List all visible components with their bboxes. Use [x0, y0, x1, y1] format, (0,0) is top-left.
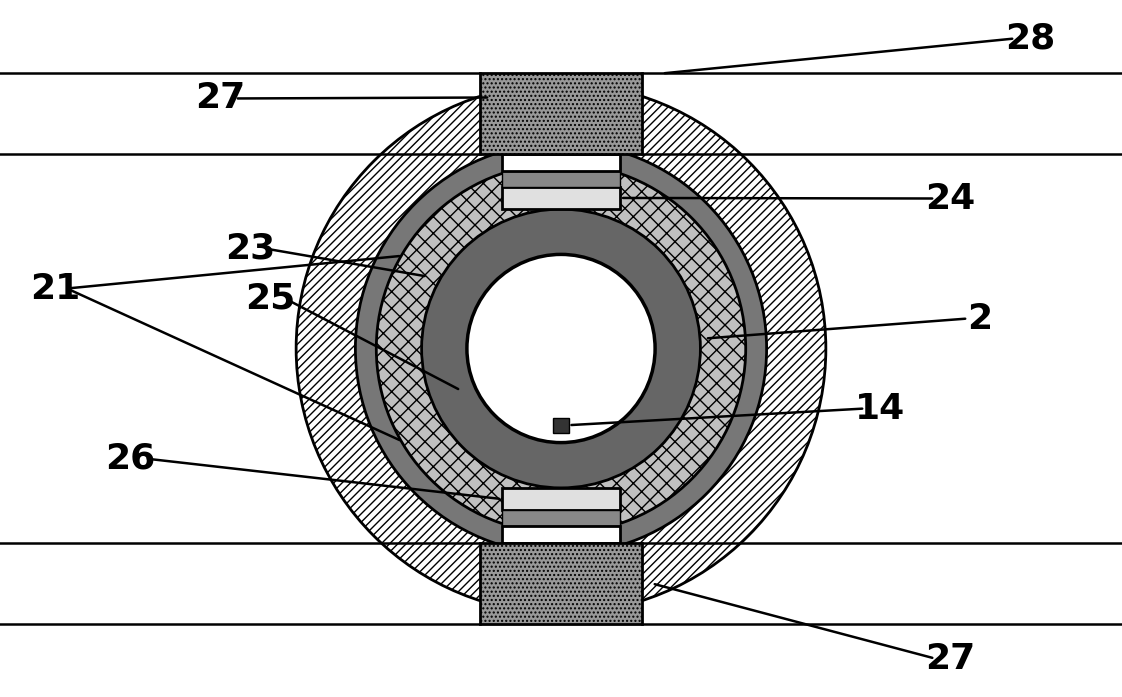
Bar [553, 418, 569, 433]
Circle shape [356, 143, 766, 554]
Bar [502, 187, 620, 209]
Text: 21: 21 [30, 272, 80, 305]
Text: 24: 24 [925, 181, 975, 215]
Text: 14: 14 [855, 392, 905, 425]
Bar [502, 510, 620, 526]
Circle shape [296, 84, 826, 613]
Text: 27: 27 [925, 641, 975, 675]
Bar [502, 526, 620, 544]
Circle shape [376, 164, 746, 533]
Bar [502, 171, 620, 187]
Circle shape [422, 209, 700, 488]
Text: 27: 27 [195, 82, 245, 116]
Bar [480, 544, 642, 624]
Text: 23: 23 [224, 231, 275, 266]
Bar [502, 153, 620, 171]
Text: 26: 26 [104, 441, 155, 475]
Bar [480, 73, 642, 153]
Text: 25: 25 [245, 282, 295, 316]
Bar [502, 488, 620, 510]
Text: 2: 2 [967, 302, 993, 335]
Circle shape [467, 254, 655, 443]
Text: 28: 28 [1005, 22, 1055, 56]
